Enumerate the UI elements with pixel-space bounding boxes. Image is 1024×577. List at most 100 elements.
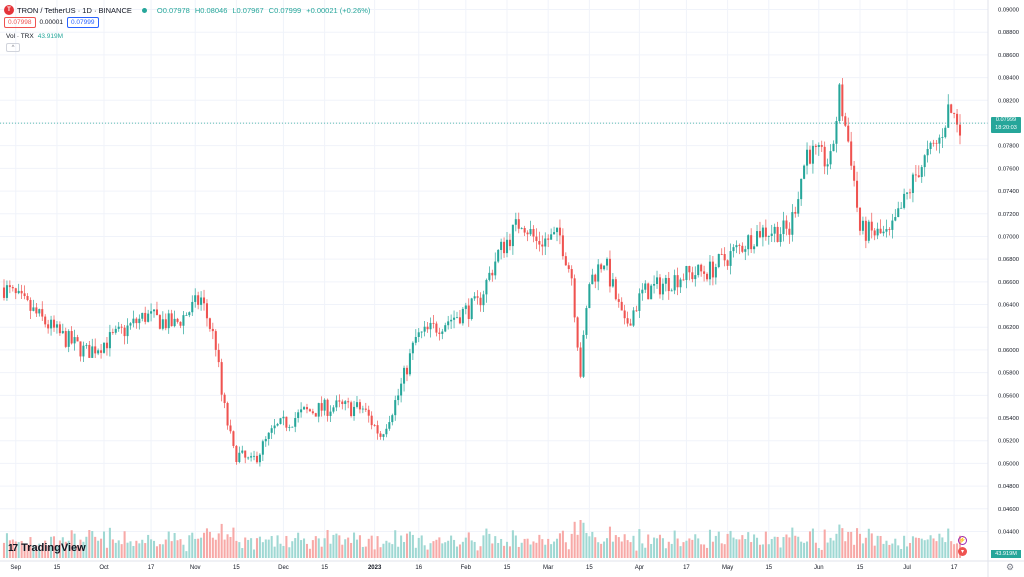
candle-body — [388, 422, 391, 429]
time-tick-label: 16 — [415, 565, 422, 571]
volume-bar — [956, 543, 959, 558]
gear-icon[interactable]: ⚙ — [1006, 562, 1015, 572]
volume-bar — [441, 543, 444, 558]
candle-body — [11, 287, 14, 289]
sell-button[interactable]: 0.07998 — [4, 17, 36, 28]
time-tick-label: 15 — [321, 565, 328, 571]
candle-body — [691, 272, 694, 280]
volume-bar — [691, 539, 694, 558]
volume-bar — [8, 540, 11, 558]
candle-body — [688, 266, 691, 273]
candle-body — [706, 273, 709, 280]
candle-body — [770, 233, 773, 236]
candle-body — [476, 296, 479, 298]
volume-bar — [714, 535, 717, 558]
volume-bar — [141, 539, 144, 558]
volume-bar — [435, 539, 438, 558]
buy-button[interactable]: 0.07999 — [67, 17, 99, 28]
candle-body — [908, 192, 912, 194]
volume-bar — [388, 542, 391, 558]
candle-body — [232, 431, 235, 446]
volume-bar — [882, 543, 885, 558]
volume-bar — [923, 540, 926, 558]
volume-bar — [576, 534, 579, 558]
volume-bar — [379, 547, 382, 558]
volume-bar — [482, 535, 485, 558]
symbol-legend[interactable]: T TRON / TetherUS · 1D · BINANCE O0.0797… — [4, 3, 375, 17]
volume-bar — [756, 537, 759, 558]
candle-body — [88, 344, 91, 358]
candle-body — [105, 342, 108, 349]
volume-bar — [958, 535, 962, 558]
candle-body — [147, 313, 150, 322]
volume-bar — [553, 541, 556, 558]
volume-bar — [538, 534, 541, 558]
candle-body — [173, 318, 176, 327]
volume-bar — [473, 541, 476, 558]
volume-bar — [926, 539, 929, 558]
candle-body — [494, 261, 497, 276]
volume-bar — [773, 536, 776, 558]
candle-body — [532, 229, 535, 237]
volume-bar — [844, 541, 847, 558]
tradingview-logo[interactable]: 17 TradingView — [8, 542, 86, 554]
volume-bar — [708, 529, 711, 558]
volume-legend[interactable]: Vol · TRX 43.919M — [6, 33, 63, 40]
volume-bar — [288, 547, 291, 558]
volume-bar — [573, 521, 576, 558]
volume-bar — [276, 535, 279, 558]
quote-row: 0.07998 0.00001 0.07999 — [4, 17, 99, 28]
volume-bar — [94, 536, 97, 558]
volume-bar — [438, 537, 441, 558]
candle-body — [376, 425, 379, 434]
lightning-icon[interactable]: ⚡ — [958, 536, 967, 545]
volume-bar — [455, 546, 459, 558]
candle-body — [885, 229, 888, 232]
candle-body — [820, 145, 823, 147]
candle-body — [67, 331, 70, 347]
candle-body — [226, 403, 229, 426]
candle-body — [500, 241, 503, 250]
volume-bar — [900, 548, 903, 558]
collapse-legend-button[interactable]: ^ — [6, 43, 20, 52]
candle-body — [338, 400, 341, 402]
volume-bar — [370, 535, 373, 558]
candle-body — [756, 231, 759, 247]
candle-body — [767, 235, 770, 237]
low-value: L0.07967 — [232, 5, 264, 15]
candle-body — [700, 264, 703, 272]
candle-body — [285, 416, 288, 428]
candle-body — [679, 279, 682, 288]
volume-bar — [741, 535, 744, 558]
volume-bar — [561, 530, 564, 558]
volume-bar — [703, 544, 706, 558]
volume-bar — [223, 539, 226, 558]
candle-body — [803, 165, 806, 179]
candle-body — [38, 309, 41, 314]
candle-body — [32, 307, 35, 311]
volume-bar — [135, 540, 138, 558]
volume-bar — [338, 535, 341, 558]
volume-bar — [770, 539, 773, 558]
candle-body — [244, 450, 247, 458]
time-tick-label: 17 — [148, 565, 155, 571]
volume-bar — [23, 544, 26, 558]
candle-body — [229, 425, 232, 432]
time-tick-label: Nov — [190, 565, 201, 571]
candle-body — [570, 269, 573, 279]
volume-bar — [491, 543, 494, 558]
candlesticks — [2, 78, 962, 467]
candle-body — [617, 299, 620, 302]
symbol-title[interactable]: TRON / TetherUS · 1D · BINANCE — [17, 5, 132, 15]
volume-bar — [791, 527, 794, 558]
price-tick-label: 0.04400 — [998, 530, 1019, 536]
candle-body — [111, 332, 114, 333]
candle-body — [435, 323, 438, 333]
candle-body — [238, 452, 241, 463]
candle-body — [152, 309, 156, 312]
volume-bar — [647, 534, 650, 558]
volume-bar — [856, 528, 859, 558]
volume-bar — [79, 539, 82, 558]
flag-icon[interactable]: ▾ — [958, 547, 967, 556]
